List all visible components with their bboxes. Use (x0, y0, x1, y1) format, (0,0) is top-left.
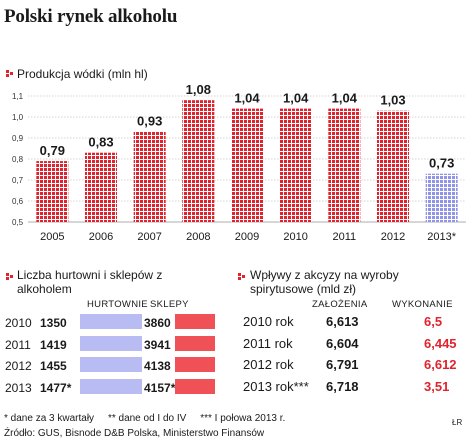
x-tick-label: 2009 (235, 231, 259, 243)
stores-table-title: Liczba hurtowni i sklepów z alkoholem (17, 268, 163, 296)
x-tick-label: 2007 (137, 231, 161, 243)
excise-row-year: 2013 rok*** (243, 379, 309, 394)
x-tick-label: 2011 (333, 231, 357, 243)
sklepy-value: 4157** (144, 381, 181, 395)
x-tick-label: 2005 (40, 231, 64, 243)
header-wykonanie: WYKONANIE (392, 299, 453, 310)
bar-value-label: 0,83 (88, 135, 113, 150)
wykonanie-value: 6,445 (424, 336, 457, 351)
bar (279, 108, 312, 222)
hurtownie-value: 1419 (40, 338, 67, 352)
sklepy-bar (175, 357, 215, 372)
bar (85, 152, 117, 222)
infographic-title: Polski rynek alkoholu (4, 6, 178, 27)
hurtownie-value: 1455 (40, 359, 67, 373)
sklepy-value: 3860 (144, 316, 171, 330)
table-row-year: 2010 (5, 316, 32, 330)
wykonanie-value: 6,612 (424, 357, 457, 372)
wykonanie-value: 6,5 (424, 314, 443, 329)
excise-table-title: Wpływy z akcyzy na wyroby spirytusowe (m… (250, 268, 399, 296)
author-credit: ŁR (452, 418, 463, 427)
bar-value-label: 1,04 (283, 91, 309, 106)
excise-row-year: 2012 rok (243, 357, 294, 372)
bar-value-label: 1,08 (186, 82, 211, 97)
bar-value-label: 1,04 (332, 91, 358, 106)
hurtownie-value: 1477* (40, 381, 72, 395)
sklepy-bar (175, 379, 215, 394)
hurtownie-bar (80, 379, 142, 394)
hurtownie-value: 1350 (40, 316, 67, 330)
bar (377, 110, 409, 222)
vodka-chart-title: Produkcja wódki (mln hl) (17, 67, 148, 81)
bar-value-label: 0,73 (429, 156, 454, 171)
hurtownie-bar (80, 357, 142, 372)
bar (36, 161, 69, 222)
y-tick-label: 1,1 (12, 92, 24, 101)
header-zalozenia: ZAŁOŻENIA (312, 299, 368, 310)
bar (182, 100, 215, 222)
table-row-year: 2011 (5, 338, 31, 352)
wykonanie-value: 3,51 (424, 379, 450, 394)
bar (133, 131, 166, 222)
excise-row-year: 2010 rok (243, 314, 294, 329)
y-tick-label: 0,6 (12, 197, 24, 206)
y-tick-label: 0,7 (12, 176, 24, 185)
excise-row-year: 2011 rok (243, 336, 293, 351)
bar (425, 173, 458, 222)
header-sklepy: SKLEPY (150, 299, 189, 310)
sklepy-value: 4138 (144, 359, 171, 373)
section-bullet-icon (238, 273, 245, 280)
bar-value-label: 1,04 (234, 91, 260, 106)
zalozenia-value: 6,718 (326, 379, 359, 394)
header-hurtownie: HURTOWNIE (87, 299, 148, 310)
bar (231, 108, 263, 222)
x-tick-label: 2013* (427, 231, 456, 243)
sklepy-value: 3941 (144, 338, 171, 352)
x-tick-label: 2010 (283, 231, 307, 243)
hurtownie-bar (80, 336, 142, 351)
section-bullet-icon (6, 273, 13, 280)
hurtownie-bar (80, 314, 142, 329)
y-tick-label: 1,0 (12, 113, 24, 122)
footnote-notes: * dane za 3 kwartały ** dane od I do IV … (4, 413, 286, 424)
x-tick-label: 2006 (89, 231, 113, 243)
bar-value-label: 0,93 (137, 114, 162, 129)
section-bullet-icon (6, 70, 13, 77)
bar-value-label: 0,79 (40, 143, 65, 158)
sklepy-bar (175, 314, 215, 329)
x-tick-label: 2012 (381, 231, 405, 243)
zalozenia-value: 6,613 (326, 314, 359, 329)
table-row-year: 2012 (5, 359, 32, 373)
y-tick-label: 0,8 (12, 155, 24, 164)
y-tick-label: 0,5 (12, 218, 24, 227)
bar-value-label: 1,03 (380, 93, 405, 108)
sklepy-bar (175, 336, 215, 351)
footnote-source: Źródło: GUS, Bisnode D&B Polska, Ministe… (4, 428, 265, 439)
x-tick-label: 2008 (186, 231, 210, 243)
y-tick-label: 0,9 (12, 134, 24, 143)
bar (328, 108, 361, 222)
zalozenia-value: 6,604 (326, 336, 359, 351)
zalozenia-value: 6,791 (326, 357, 359, 372)
table-row-year: 2013 (5, 381, 32, 395)
